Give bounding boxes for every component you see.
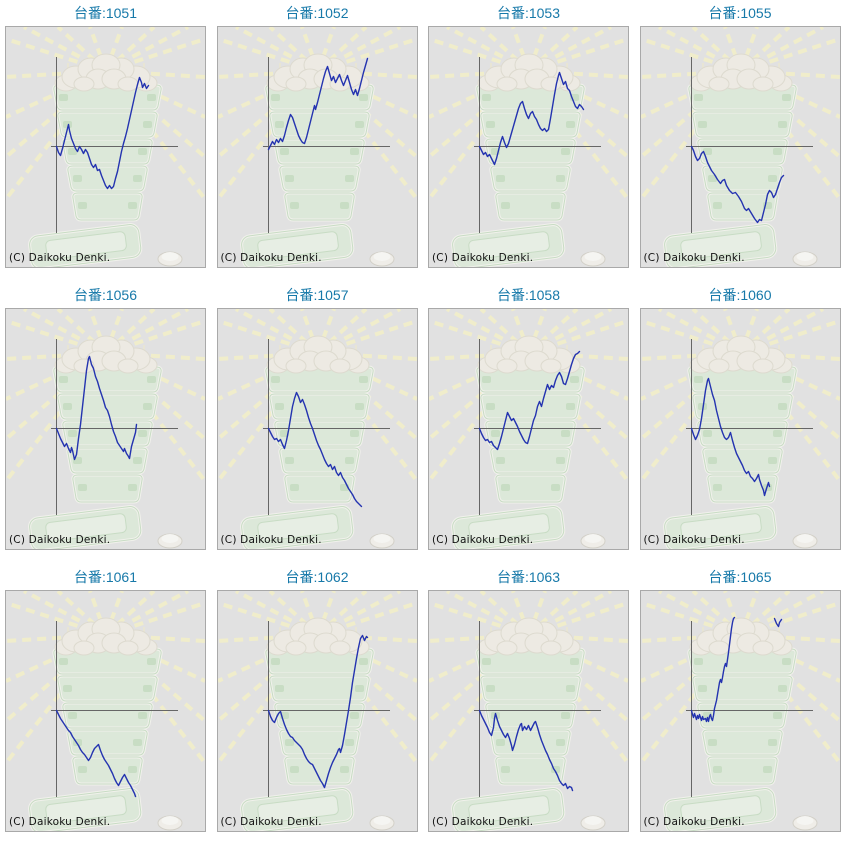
copyright-label: (C) Daikoku Denki. <box>643 816 745 828</box>
machine-number-title: 台番:1055 <box>708 5 772 21</box>
machine-number-title: 台番:1058 <box>496 287 561 303</box>
payout-line <box>267 634 368 789</box>
copyright-label: (C) Daikoku Denki. <box>643 252 745 264</box>
payout-line <box>478 71 585 166</box>
slump-graph <box>640 27 840 267</box>
machine-number-title: 台番:1057 <box>285 287 349 303</box>
machine-chart-cell: 台番:1051 (C) Daikoku Denki. <box>0 0 211 282</box>
payout-line <box>690 377 770 497</box>
machine-chart-cell: 台番:1058 (C) Daikoku Denki. <box>423 282 634 564</box>
machine-chart-cell: 台番:1063 (C) Daikoku Denki. <box>423 564 634 846</box>
payout-line <box>55 76 150 190</box>
slump-graph <box>640 309 840 549</box>
chart-panel: (C) Daikoku Denki. <box>639 26 841 268</box>
machine-chart-cell: 台番:1052 (C) Daikoku Denki. <box>212 0 423 282</box>
machine-number-title: 台番:1051 <box>73 5 138 21</box>
machine-chart-cell: 台番:1057 (C) Daikoku Denki. <box>212 282 423 564</box>
copyright-label: (C) Daikoku Denki. <box>9 252 111 264</box>
payout-line <box>690 616 735 723</box>
slump-graph <box>429 309 628 549</box>
payout-line <box>267 57 368 151</box>
copyright-label: (C) Daikoku Denki. <box>432 816 534 828</box>
chart-panel: (C) Daikoku Denki. <box>639 590 841 832</box>
slump-graph <box>217 27 417 267</box>
payout-line <box>478 709 574 792</box>
slump-graph <box>429 27 628 267</box>
slump-graph <box>6 27 205 267</box>
slump-graph <box>640 591 840 831</box>
machine-number-title: 台番:1062 <box>285 569 349 585</box>
copyright-label: (C) Daikoku Denki. <box>432 534 534 546</box>
machine-chart-cell: 台番:1056 (C) Daikoku Denki. <box>0 282 211 564</box>
machine-number-title: 台番:1061 <box>73 569 138 585</box>
slump-graph <box>217 309 417 549</box>
chart-panel: (C) Daikoku Denki. <box>428 590 629 832</box>
machine-chart-cell: 台番:1055 (C) Daikoku Denki. <box>635 0 846 282</box>
copyright-label: (C) Daikoku Denki. <box>9 816 111 828</box>
machine-number-title: 台番:1053 <box>496 5 561 21</box>
payout-line <box>773 617 782 628</box>
chart-panel: (C) Daikoku Denki. <box>639 308 841 550</box>
chart-panel: (C) Daikoku Denki. <box>216 590 418 832</box>
chart-panel: (C) Daikoku Denki. <box>5 26 206 268</box>
payout-line <box>55 709 137 798</box>
machine-number-title: 台番:1060 <box>708 287 772 303</box>
copyright-label: (C) Daikoku Denki. <box>220 816 322 828</box>
machine-chart-cell: 台番:1053 (C) Daikoku Denki. <box>423 0 634 282</box>
chart-panel: (C) Daikoku Denki. <box>5 308 206 550</box>
machine-number-title: 台番:1065 <box>708 569 772 585</box>
chart-panel: (C) Daikoku Denki. <box>216 26 418 268</box>
chart-panel: (C) Daikoku Denki. <box>5 590 206 832</box>
slump-graph <box>6 309 205 549</box>
payout-line <box>55 355 138 461</box>
chart-panel: (C) Daikoku Denki. <box>428 308 629 550</box>
chart-panel: (C) Daikoku Denki. <box>428 26 629 268</box>
machine-chart-cell: 台番:1065 (C) Daikoku Denki. <box>635 564 846 846</box>
copyright-label: (C) Daikoku Denki. <box>9 534 111 546</box>
machine-number-title: 台番:1063 <box>496 569 561 585</box>
payout-line <box>690 145 784 224</box>
machine-number-title: 台番:1052 <box>285 5 349 21</box>
machine-chart-cell: 台番:1062 (C) Daikoku Denki. <box>212 564 423 846</box>
payout-line <box>478 350 581 451</box>
slump-graph <box>429 591 628 831</box>
machine-chart-cell: 台番:1060 (C) Daikoku Denki. <box>635 282 846 564</box>
copyright-label: (C) Daikoku Denki. <box>643 534 745 546</box>
copyright-label: (C) Daikoku Denki. <box>220 252 322 264</box>
payout-line <box>267 391 362 508</box>
copyright-label: (C) Daikoku Denki. <box>220 534 322 546</box>
chart-panel: (C) Daikoku Denki. <box>216 308 418 550</box>
machine-number-title: 台番:1056 <box>73 287 138 303</box>
slump-graph <box>6 591 205 831</box>
slump-graph <box>217 591 417 831</box>
machine-chart-cell: 台番:1061 (C) Daikoku Denki. <box>0 564 211 846</box>
copyright-label: (C) Daikoku Denki. <box>432 252 534 264</box>
